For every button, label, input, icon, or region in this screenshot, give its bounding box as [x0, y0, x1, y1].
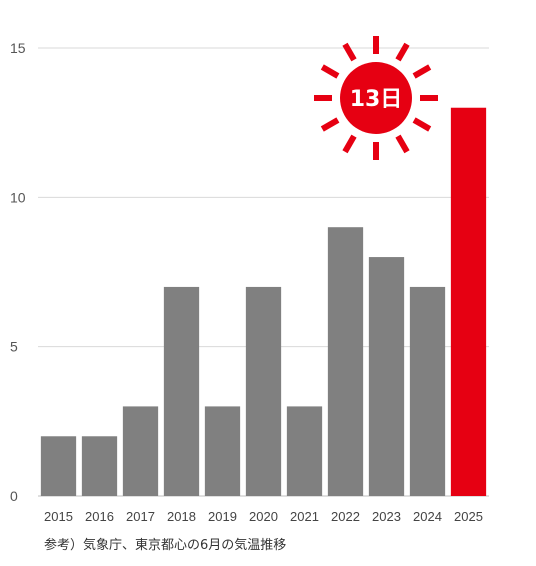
x-tick-label-2015: 2015 — [44, 509, 73, 524]
x-tick-label-2020: 2020 — [249, 509, 278, 524]
y-tick-label-15: 15 — [10, 40, 26, 56]
bar-2023 — [368, 257, 405, 496]
y-tick-label-0: 0 — [10, 488, 18, 504]
bar-2016 — [81, 436, 118, 496]
sun-ray — [395, 134, 410, 154]
bar-2025 — [450, 107, 487, 496]
bar-2020 — [245, 286, 282, 496]
sun-ray — [395, 42, 410, 62]
x-axis-labels: 2015 2016 2017 2018 2019 2020 2021 2022 2023 2024… — [44, 509, 483, 524]
bars — [40, 107, 487, 496]
sun-ray — [412, 117, 432, 132]
x-tick-label-2017: 2017 — [126, 509, 155, 524]
bar-2018 — [163, 286, 200, 496]
annotation-label: 13日 — [350, 87, 403, 112]
sun-ray — [412, 64, 432, 79]
bar-2024 — [409, 286, 446, 496]
sun-ray — [342, 134, 357, 154]
sun-badge-icon: 13日 — [314, 36, 438, 160]
x-tick-label-2025: 2025 — [454, 509, 483, 524]
x-tick-label-2019: 2019 — [208, 509, 237, 524]
bar-2019 — [204, 406, 241, 496]
bar-2015 — [40, 436, 77, 496]
x-tick-label-2022: 2022 — [331, 509, 360, 524]
x-tick-label-2016: 2016 — [85, 509, 114, 524]
x-tick-label-2018: 2018 — [167, 509, 196, 524]
bar-2022 — [327, 227, 364, 496]
sun-ray — [320, 64, 340, 79]
x-tick-label-2024: 2024 — [413, 509, 442, 524]
sun-ray — [342, 42, 357, 62]
y-tick-label-10: 10 — [10, 189, 26, 205]
sun-ray — [320, 117, 340, 132]
sun-rays — [314, 36, 438, 160]
source-note: 参考）気象庁、東京都心の6月の気温推移 — [44, 538, 287, 553]
x-tick-label-2021: 2021 — [290, 509, 319, 524]
bar-2017 — [122, 406, 159, 496]
y-axis-ticks: 0 5 10 15 — [10, 40, 26, 504]
bar-2021 — [286, 406, 323, 496]
x-tick-label-2023: 2023 — [372, 509, 401, 524]
y-tick-label-5: 5 — [10, 339, 18, 355]
sun-circle — [340, 62, 412, 134]
